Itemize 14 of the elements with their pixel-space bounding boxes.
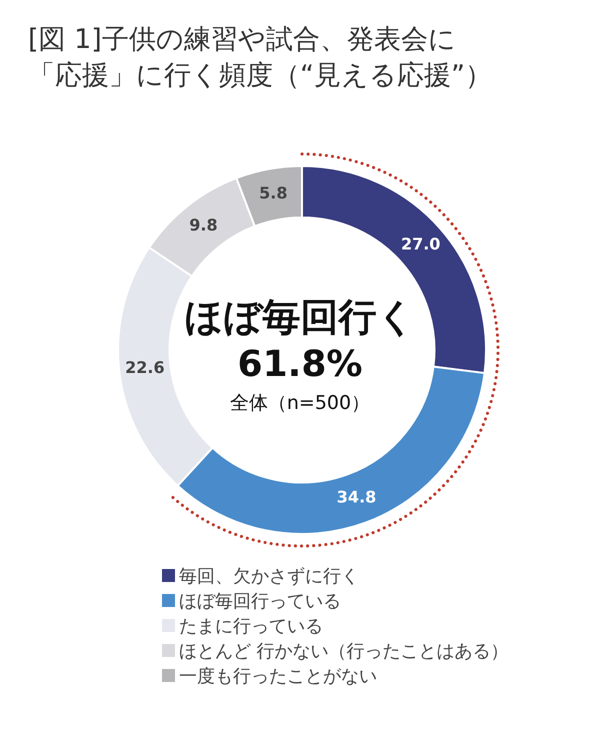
text: 61.8% xyxy=(238,344,362,385)
data-label: 5.8 xyxy=(259,184,288,203)
legend-label: ほぼ毎回行っている xyxy=(179,590,341,612)
chart-title: [図 1]子供の練習や試合、発表会に「応援」に行く頻度（“見える応援”） xyxy=(28,23,493,93)
legend-label: たまに行っている xyxy=(179,614,323,638)
data-label: 27.0 xyxy=(400,234,440,254)
data-label: 34.8 xyxy=(336,488,376,507)
text: ほぼ毎回行く xyxy=(184,294,416,341)
legend-label: 毎回、欠かさずに行く xyxy=(179,564,359,588)
data-label: 9.8 xyxy=(189,215,218,234)
text: 全体（n=500） xyxy=(228,391,372,416)
legend-label: 一度も行ったことがない xyxy=(179,664,377,688)
data-label: 22.6 xyxy=(125,358,165,377)
legend-label: ほとんど 行かない（行ったことはある） xyxy=(179,640,509,662)
